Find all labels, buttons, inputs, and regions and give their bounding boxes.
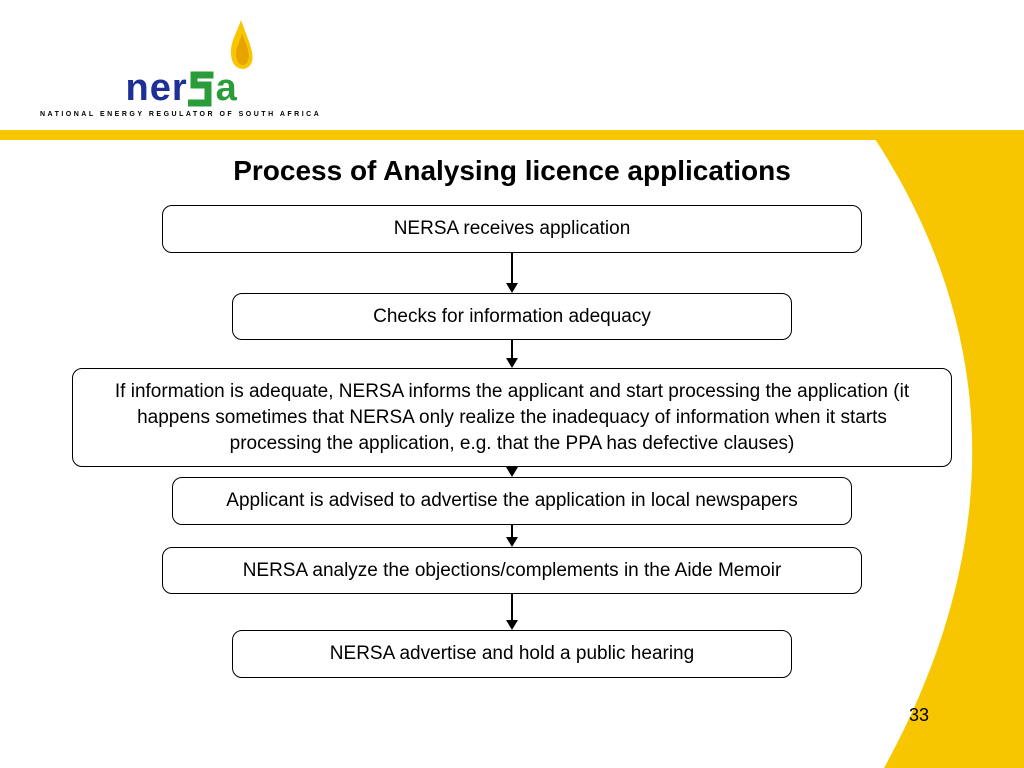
flow-arrow-icon bbox=[505, 594, 519, 630]
logo-wordmark: n e r a bbox=[125, 67, 235, 107]
slide-title: Process of Analysing licence application… bbox=[233, 155, 791, 187]
logo-tagline: NATIONAL ENERGY REGULATOR OF SOUTH AFRIC… bbox=[40, 111, 321, 118]
header: n e r a NATIONAL ENERGY REGULATOR OF SOU… bbox=[0, 0, 1024, 130]
nersa-logo: n e r a NATIONAL ENERGY REGULATOR OF SOU… bbox=[40, 20, 321, 118]
flow-step: If information is adequate, NERSA inform… bbox=[72, 368, 952, 467]
flow-step: NERSA receives application bbox=[162, 205, 862, 253]
flame-icon bbox=[226, 20, 256, 75]
flowchart: NERSA receives application Checks for in… bbox=[50, 205, 974, 678]
flow-arrow-icon bbox=[505, 525, 519, 547]
flow-step: Checks for information adequacy bbox=[232, 293, 792, 341]
flow-step: NERSA analyze the objections/complements… bbox=[162, 547, 862, 595]
page-number: 33 bbox=[909, 705, 929, 726]
flow-arrow-icon bbox=[505, 340, 519, 368]
logo-s-icon bbox=[188, 71, 214, 107]
flow-step: NERSA advertise and hold a public hearin… bbox=[232, 630, 792, 678]
slide-content: Process of Analysing licence application… bbox=[0, 155, 1024, 678]
flow-step: Applicant is advised to advertise the ap… bbox=[172, 477, 852, 525]
flow-arrow-icon bbox=[505, 467, 519, 477]
flow-arrow-icon bbox=[505, 253, 519, 293]
